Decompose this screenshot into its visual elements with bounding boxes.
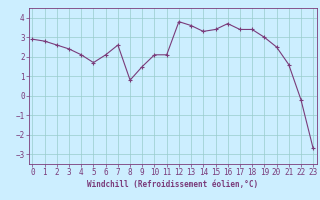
X-axis label: Windchill (Refroidissement éolien,°C): Windchill (Refroidissement éolien,°C) <box>87 180 258 189</box>
